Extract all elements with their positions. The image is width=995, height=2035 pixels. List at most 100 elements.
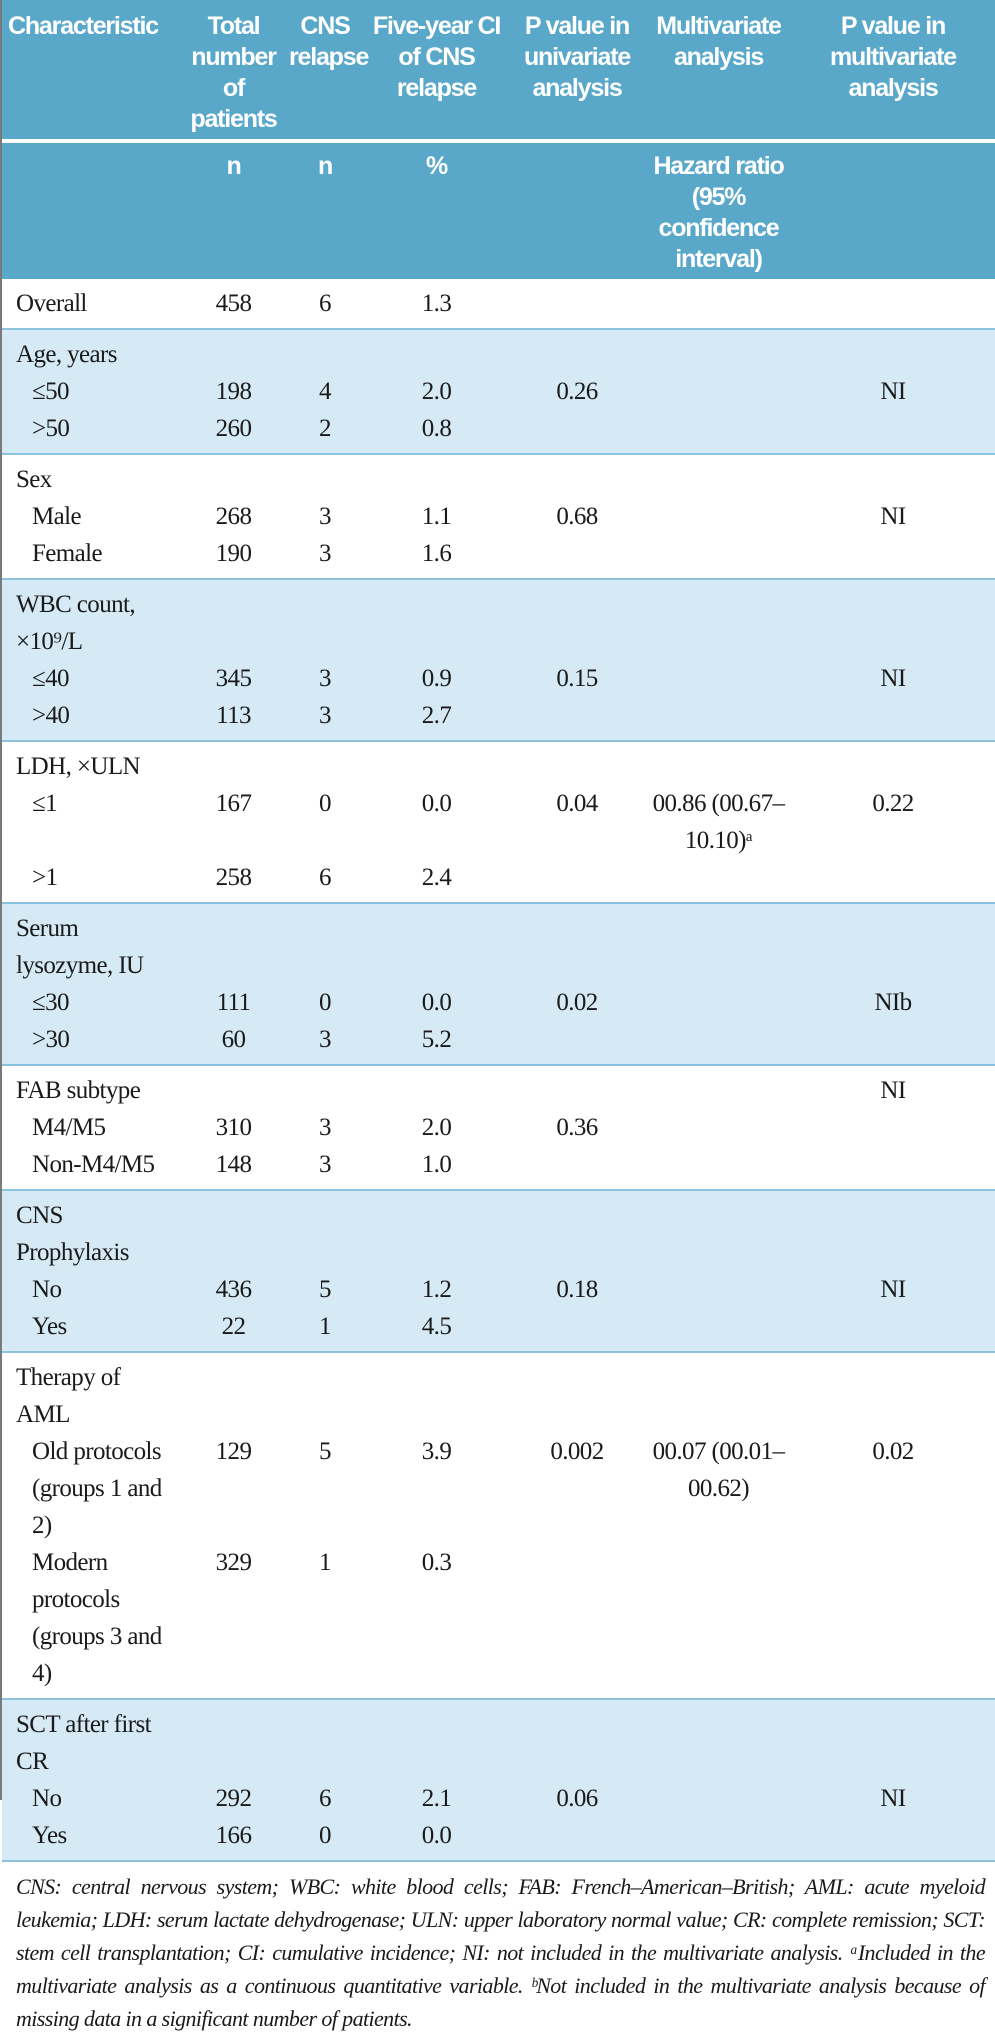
table-footnote: CNS: central nervous system; WBC: white … bbox=[16, 1874, 986, 2031]
unit-p-multivariate bbox=[791, 139, 995, 279]
value-cell: 0.68 bbox=[556, 503, 598, 530]
value-cell bbox=[182, 579, 285, 660]
group-header-row: SCT after first CR bbox=[2, 1699, 995, 1780]
value-cell: 5.2 bbox=[365, 1021, 508, 1065]
characteristic-cell: Therapy of AML bbox=[16, 1364, 121, 1428]
value-cell: 148 bbox=[215, 1151, 252, 1178]
characteristic-cell: >40 bbox=[2, 697, 182, 741]
value-cell bbox=[791, 1109, 995, 1146]
characteristic-cell: Old protocols (groups 1 and 2) bbox=[32, 1438, 162, 1539]
characteristic-cell: Non-M4/M5 bbox=[32, 1151, 155, 1178]
col-header-five-year-ci: Five-year CI of CNS relapse bbox=[365, 0, 508, 141]
value-cell: 0.0 bbox=[421, 790, 452, 817]
col-header-multivariate: Multivariate analysis bbox=[646, 0, 791, 141]
value-cell bbox=[285, 1352, 365, 1433]
value-cell: 166 bbox=[182, 1817, 285, 1861]
value-cell bbox=[508, 1699, 646, 1780]
value-cell bbox=[365, 454, 508, 498]
value-cell bbox=[791, 454, 995, 498]
value-cell bbox=[365, 1190, 508, 1271]
value-cell bbox=[791, 329, 995, 373]
value-cell bbox=[646, 660, 791, 697]
value-cell: 0 bbox=[319, 790, 332, 817]
value-cell bbox=[508, 1190, 646, 1271]
characteristic-cell: FAB subtype bbox=[16, 1077, 141, 1104]
value-cell bbox=[646, 579, 791, 660]
value-cell bbox=[508, 454, 646, 498]
table-row: M4/M5 310 3 2.0 0.36 bbox=[2, 1109, 995, 1146]
value-cell bbox=[791, 697, 995, 741]
value-cell bbox=[508, 697, 646, 741]
value-cell bbox=[508, 329, 646, 373]
table-row: >1 258 6 2.4 bbox=[2, 859, 995, 903]
header-row: Characteristic Total number of patients … bbox=[2, 0, 995, 141]
value-cell: 5 bbox=[285, 1271, 365, 1308]
value-cell bbox=[791, 1021, 995, 1065]
characteristic-cell: Female bbox=[32, 540, 103, 567]
value-cell: 345 bbox=[182, 660, 285, 697]
value-cell: 113 bbox=[182, 697, 285, 741]
units-row: n n % Hazard ratio (95% confidence inter… bbox=[2, 139, 995, 279]
value-cell bbox=[646, 903, 791, 984]
value-cell: 3 bbox=[319, 1114, 332, 1141]
value-cell: 3 bbox=[319, 1151, 332, 1178]
value-cell bbox=[791, 1544, 995, 1699]
value-cell bbox=[646, 697, 791, 741]
table-row: Yes 22 1 4.5 bbox=[2, 1308, 995, 1352]
value-cell: 60 bbox=[182, 1021, 285, 1065]
value-cell: 0.0 bbox=[365, 984, 508, 1021]
col-header-characteristic: Characteristic bbox=[2, 0, 182, 141]
value-cell: 4 bbox=[285, 373, 365, 410]
value-cell: 0.8 bbox=[365, 410, 508, 454]
group-header-row: FAB subtype NI bbox=[2, 1065, 995, 1109]
characteristic-cell: >50 bbox=[2, 410, 182, 454]
value-cell bbox=[285, 903, 365, 984]
value-cell bbox=[646, 984, 791, 1021]
row-group: WBC count, ×10⁹/L ≤40 345 3 0.9 0.15 NI >40 113 3… bbox=[2, 579, 995, 741]
value-cell: 2 bbox=[285, 410, 365, 454]
value-cell bbox=[791, 1308, 995, 1352]
value-cell: 2.0 bbox=[365, 373, 508, 410]
characteristic-cell: SCT after first CR bbox=[2, 1699, 182, 1780]
value-cell bbox=[365, 1352, 508, 1433]
table-row: Male 268 3 1.1 0.68 NI bbox=[2, 498, 995, 535]
value-cell bbox=[285, 1699, 365, 1780]
value-cell bbox=[182, 903, 285, 984]
characteristic-cell: LDH, ×ULN bbox=[16, 753, 141, 780]
value-cell: 1.1 bbox=[421, 503, 452, 530]
characteristic-cell: ≤1 bbox=[32, 790, 58, 817]
value-cell: 00.86 (00.67–10.10)ᵃ bbox=[652, 790, 785, 854]
value-cell: 268 bbox=[215, 503, 252, 530]
value-cell: 0 bbox=[285, 1817, 365, 1861]
row-group: Sex Male 268 3 1.1 0.68 NI Female 190 3 1.6 bbox=[2, 454, 995, 579]
table-row: >50 260 2 0.8 bbox=[2, 410, 995, 454]
characteristic-cell: WBC count, ×10⁹/L bbox=[2, 579, 182, 660]
value-cell bbox=[646, 329, 791, 373]
value-cell: 458 bbox=[215, 290, 252, 317]
table-row: ≤30 111 0 0.0 0.02 NIb bbox=[2, 984, 995, 1021]
characteristic-cell: Sex bbox=[16, 466, 52, 493]
value-cell: NI bbox=[791, 1780, 995, 1817]
value-cell: 0.002 bbox=[550, 1438, 604, 1465]
unit-characteristic bbox=[2, 139, 182, 279]
value-cell: 111 bbox=[182, 984, 285, 1021]
value-cell bbox=[508, 410, 646, 454]
value-cell bbox=[285, 741, 365, 785]
value-cell bbox=[508, 903, 646, 984]
value-cell: 22 bbox=[182, 1308, 285, 1352]
table-row: ≤40 345 3 0.9 0.15 NI bbox=[2, 660, 995, 697]
row-group: Overall 458 6 1.3 bbox=[2, 279, 995, 329]
group-header-row: Serum lysozyme, IU bbox=[2, 903, 995, 984]
value-cell: 3.9 bbox=[421, 1438, 452, 1465]
value-cell: 167 bbox=[215, 790, 252, 817]
value-cell: 0.26 bbox=[508, 373, 646, 410]
value-cell bbox=[791, 1146, 995, 1190]
value-cell bbox=[182, 454, 285, 498]
table-row: Yes 166 0 0.0 bbox=[2, 1817, 995, 1861]
value-cell: 0.02 bbox=[508, 984, 646, 1021]
value-cell bbox=[646, 1109, 791, 1146]
value-cell bbox=[365, 1065, 508, 1109]
characteristic-cell: No bbox=[2, 1271, 182, 1308]
characteristic-cell: Modern protocols (groups 3 and 4) bbox=[32, 1549, 162, 1687]
